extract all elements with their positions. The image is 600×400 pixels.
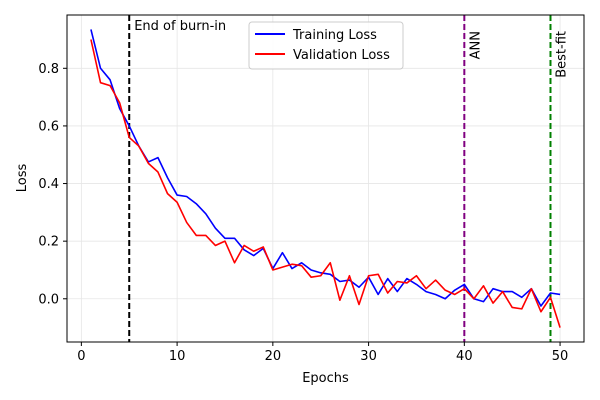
axis-ticks: 0 10 20 30 40 50 0.0 0.2 0.4 0.6 0.8	[38, 62, 568, 364]
x-tick-label: 30	[360, 349, 377, 364]
y-tick-label: 0.8	[38, 62, 59, 77]
legend-frame	[248, 21, 404, 70]
plot-frame	[66, 14, 585, 343]
y-axis-title: Loss	[15, 164, 30, 193]
y-tick-label: 0.4	[38, 177, 59, 192]
legend-label-training: Training Loss	[292, 28, 377, 43]
legend-label-validation: Validation Loss	[293, 48, 390, 63]
annotation-lines	[128, 15, 552, 342]
annotation-label: ANN	[468, 31, 483, 59]
x-tick-label: 10	[169, 349, 186, 364]
x-tick-label: 0	[77, 349, 85, 364]
x-tick-label: 20	[265, 349, 282, 364]
y-tick-label: 0.0	[38, 292, 59, 307]
annotation-label: Best-fit	[554, 31, 569, 78]
series-lines	[90, 29, 561, 328]
y-tick-label: 0.6	[38, 119, 59, 134]
series-line-0	[90, 29, 561, 307]
x-tick-label: 50	[552, 349, 569, 364]
y-tick-label: 0.2	[38, 235, 59, 250]
series-line-1	[90, 39, 561, 328]
annotation-labels: End of burn-in ANN Best-fit	[134, 19, 569, 78]
annotation-label: End of burn-in	[134, 19, 226, 34]
x-axis-title: Epochs	[302, 371, 349, 386]
x-tick-label: 40	[456, 349, 473, 364]
legend: Training Loss Validation Loss	[248, 21, 404, 70]
